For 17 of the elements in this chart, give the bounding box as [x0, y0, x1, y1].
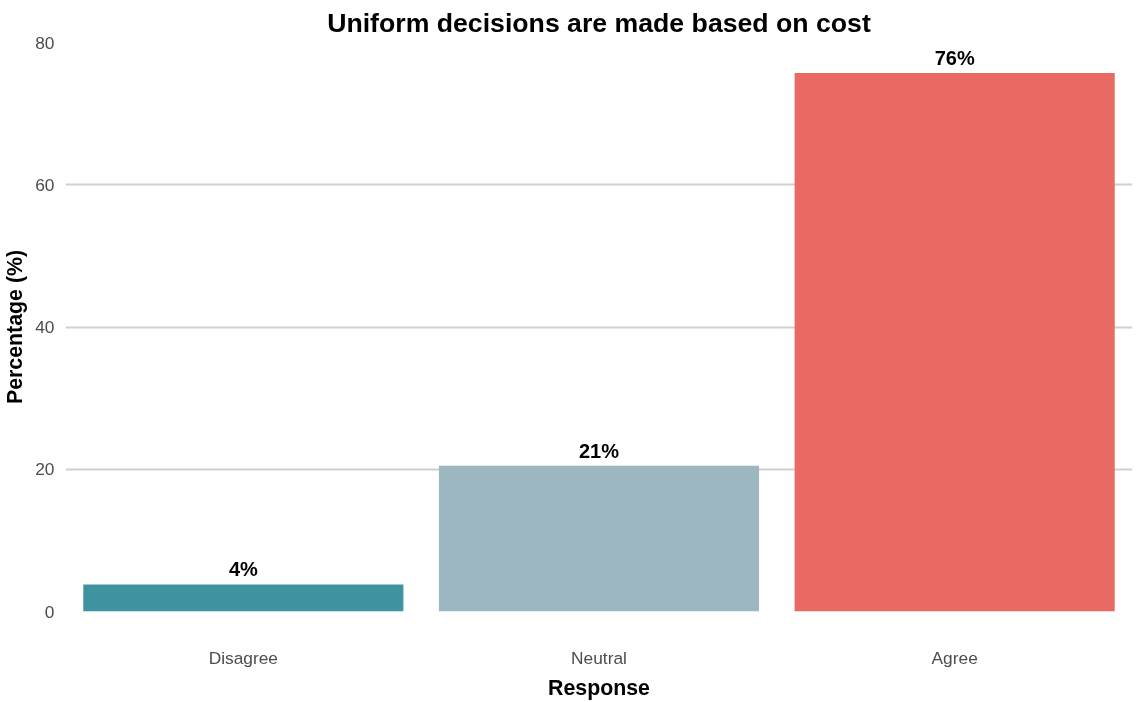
chart-title: Uniform decisions are made based on cost [327, 7, 871, 38]
x-tick-label: Agree [931, 647, 978, 668]
data-label: 76% [934, 47, 975, 70]
x-axis-title: Response [548, 675, 651, 700]
bar [794, 73, 1115, 612]
y-axis-title: Percentage (%) [3, 249, 28, 405]
bar [83, 584, 404, 612]
y-tick-label: 0 [44, 601, 55, 622]
y-tick-label: 60 [35, 174, 55, 195]
bar [438, 465, 760, 612]
data-label: 4% [228, 558, 258, 581]
y-tick-label: 20 [35, 459, 55, 480]
x-tick-label: Neutral [571, 647, 627, 668]
y-tick-label: 80 [35, 32, 55, 53]
x-tick-label: Disagree [208, 647, 279, 668]
y-tick-label: 40 [35, 317, 55, 337]
data-label: 21% [578, 439, 620, 462]
